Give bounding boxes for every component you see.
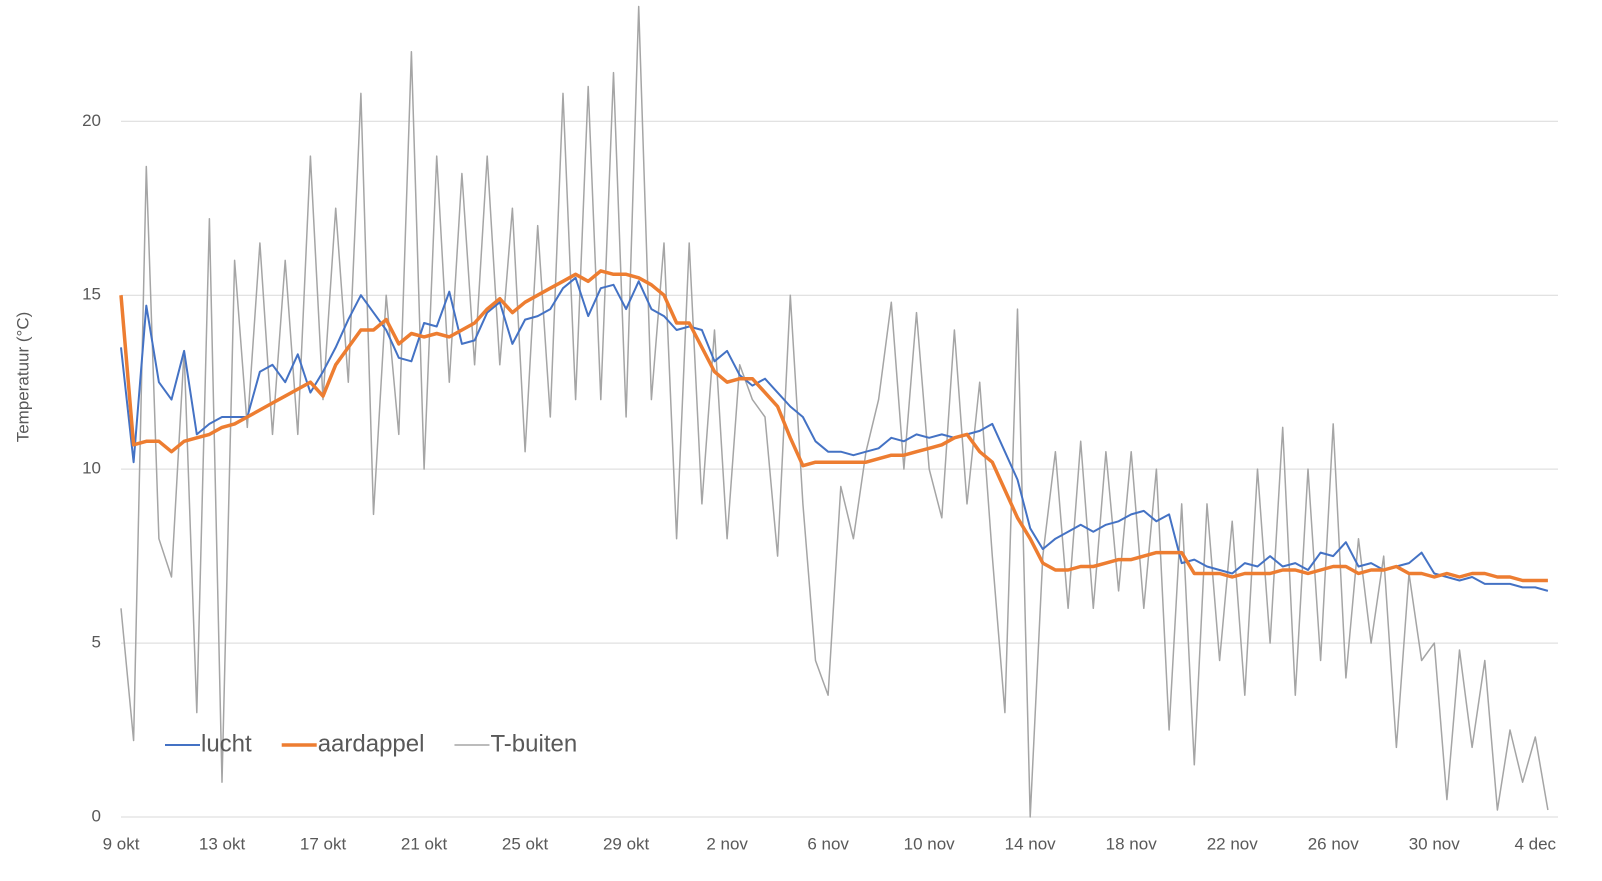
- x-tick-label: 29 okt: [603, 834, 650, 853]
- legend-label: lucht: [201, 730, 252, 757]
- series-line: [119, 269, 1548, 583]
- x-tick-label: 17 okt: [300, 834, 347, 853]
- y-axis-label: Temperatuur (°C): [13, 312, 32, 443]
- legend-label: aardappel: [318, 730, 425, 757]
- y-tick-label: 0: [92, 806, 101, 825]
- y-tick-label: 15: [82, 285, 101, 304]
- x-tick-label: 21 okt: [401, 834, 448, 853]
- x-tick-label: 14 nov: [1005, 834, 1057, 853]
- x-tick-label: 25 okt: [502, 834, 549, 853]
- y-tick-label: 20: [82, 111, 101, 130]
- legend-label: T-buiten: [490, 730, 577, 757]
- x-tick-label: 30 nov: [1409, 834, 1461, 853]
- series-line: [120, 276, 1549, 592]
- x-tick-label: 18 nov: [1106, 834, 1158, 853]
- y-tick-label: 5: [92, 633, 101, 652]
- x-tick-label: 4 dec: [1514, 834, 1556, 853]
- x-tick-label: 2 nov: [706, 834, 748, 853]
- x-tick-label: 9 okt: [103, 834, 140, 853]
- x-tick-label: 13 okt: [199, 834, 246, 853]
- x-tick-label: 10 nov: [904, 834, 956, 853]
- series-line: [120, 5, 1549, 818]
- x-tick-label: 22 nov: [1207, 834, 1259, 853]
- y-tick-label: 10: [82, 459, 101, 478]
- x-tick-label: 6 nov: [807, 834, 849, 853]
- x-tick-label: 26 nov: [1308, 834, 1360, 853]
